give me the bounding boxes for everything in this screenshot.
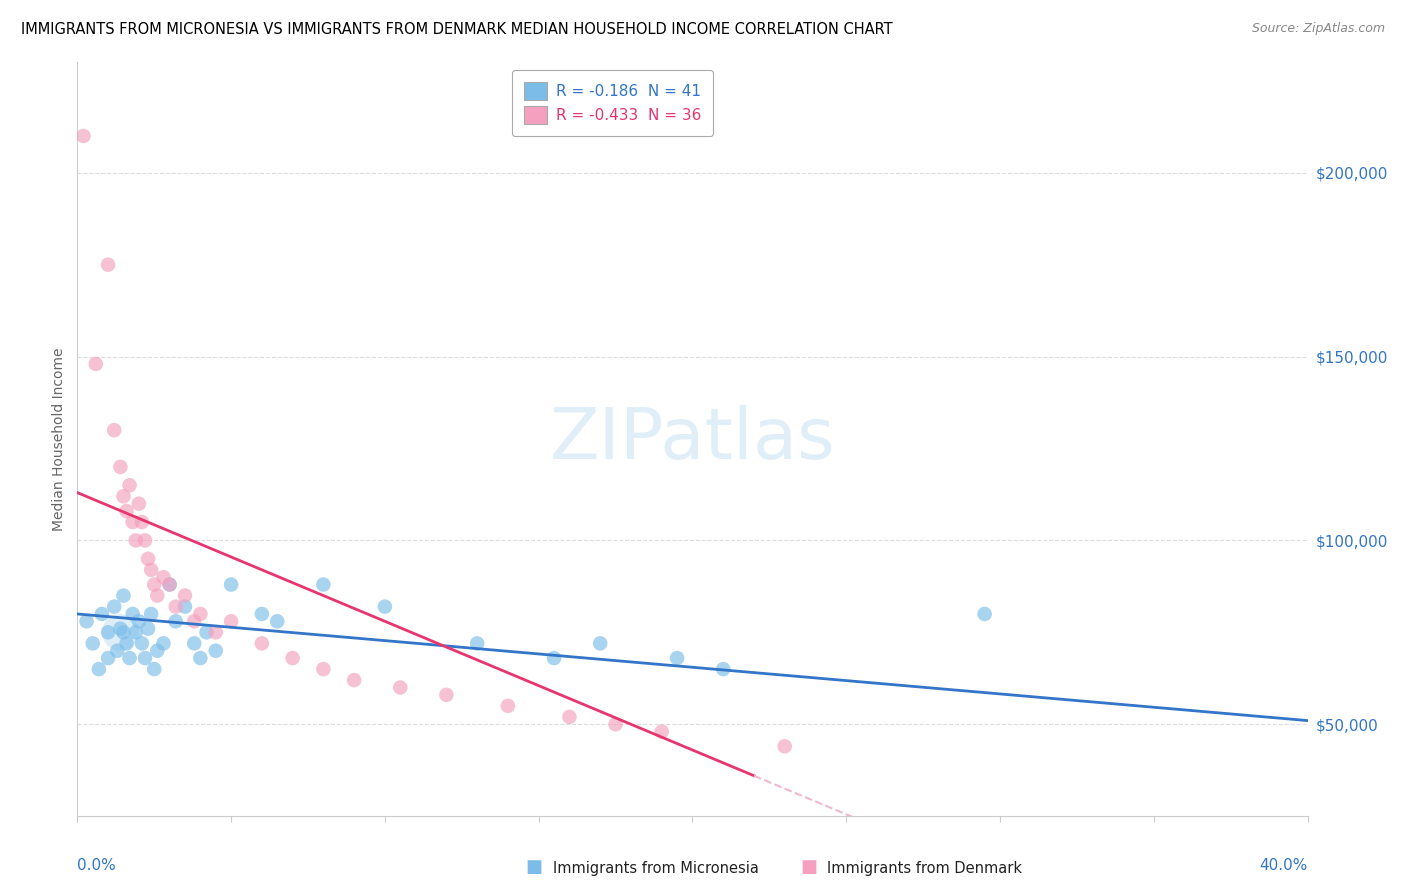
Point xyxy=(204,625,226,640)
Text: IMMIGRANTS FROM MICRONESIA VS IMMIGRANTS FROM DENMARK MEDIAN HOUSEHOLD INCOME CO: IMMIGRANTS FROM MICRONESIA VS IMMIGRANTS… xyxy=(21,22,893,37)
Point xyxy=(118,651,141,665)
Point xyxy=(143,577,166,591)
Point xyxy=(159,577,181,591)
Point xyxy=(84,357,107,371)
Point xyxy=(281,651,304,665)
Point xyxy=(219,615,242,629)
Point xyxy=(651,724,673,739)
Point xyxy=(152,636,174,650)
Point xyxy=(115,636,138,650)
Point xyxy=(76,615,98,629)
Point xyxy=(146,589,169,603)
Point xyxy=(250,636,273,650)
Point xyxy=(136,622,159,636)
Text: Immigrants from Denmark: Immigrants from Denmark xyxy=(827,861,1022,876)
Point xyxy=(496,698,519,713)
Point xyxy=(773,739,796,754)
Point xyxy=(312,662,335,676)
Point xyxy=(103,423,125,437)
Point xyxy=(110,622,132,636)
Text: ZIPatlas: ZIPatlas xyxy=(550,405,835,474)
Point xyxy=(250,607,273,621)
Point xyxy=(174,589,197,603)
Text: ■: ■ xyxy=(526,858,543,876)
Point xyxy=(389,681,412,695)
Point xyxy=(666,651,689,665)
Point xyxy=(183,615,205,629)
Point xyxy=(141,607,163,621)
Point xyxy=(558,710,581,724)
Text: Source: ZipAtlas.com: Source: ZipAtlas.com xyxy=(1251,22,1385,36)
Point xyxy=(125,533,148,548)
Point xyxy=(159,577,181,591)
Text: 40.0%: 40.0% xyxy=(1260,857,1308,872)
Point xyxy=(152,570,174,584)
Point xyxy=(131,515,153,529)
Point xyxy=(97,258,120,272)
Point xyxy=(174,599,197,614)
Point xyxy=(115,504,138,518)
Point xyxy=(188,651,212,665)
Point xyxy=(543,651,565,665)
Point xyxy=(87,662,110,676)
Point xyxy=(605,717,627,731)
Point xyxy=(219,577,242,591)
Point xyxy=(204,644,226,658)
Point xyxy=(136,551,159,566)
Point xyxy=(125,625,148,640)
Point xyxy=(343,673,366,687)
Point xyxy=(118,478,141,492)
Point xyxy=(90,607,114,621)
Point xyxy=(195,625,218,640)
Legend: R = -0.186  N = 41, R = -0.433  N = 36: R = -0.186 N = 41, R = -0.433 N = 36 xyxy=(512,70,713,136)
Point xyxy=(188,607,212,621)
Point xyxy=(165,615,187,629)
Point xyxy=(112,489,135,503)
Point xyxy=(165,599,187,614)
Point xyxy=(103,599,125,614)
Point xyxy=(711,662,734,676)
Point xyxy=(374,599,396,614)
Point xyxy=(134,533,156,548)
Text: Immigrants from Micronesia: Immigrants from Micronesia xyxy=(553,861,758,876)
Point xyxy=(143,662,166,676)
Point xyxy=(146,644,169,658)
Point xyxy=(589,636,612,650)
Point xyxy=(183,636,205,650)
Point xyxy=(973,607,995,621)
Point xyxy=(72,128,94,143)
Point xyxy=(110,459,132,474)
Point xyxy=(134,651,156,665)
Text: 0.0%: 0.0% xyxy=(77,857,117,872)
Point xyxy=(128,497,150,511)
Point xyxy=(82,636,104,650)
Point xyxy=(121,607,143,621)
Point xyxy=(112,625,135,640)
Y-axis label: Median Household Income: Median Household Income xyxy=(52,348,66,531)
Point xyxy=(121,515,143,529)
Point xyxy=(110,625,132,640)
Point xyxy=(436,688,458,702)
Point xyxy=(131,636,153,650)
Point xyxy=(128,615,150,629)
Point xyxy=(97,651,120,665)
Point xyxy=(97,625,120,640)
Point xyxy=(112,589,135,603)
Point xyxy=(105,644,128,658)
Point xyxy=(465,636,488,650)
Text: ■: ■ xyxy=(800,858,817,876)
Point xyxy=(141,563,163,577)
Point xyxy=(312,577,335,591)
Point xyxy=(266,615,288,629)
